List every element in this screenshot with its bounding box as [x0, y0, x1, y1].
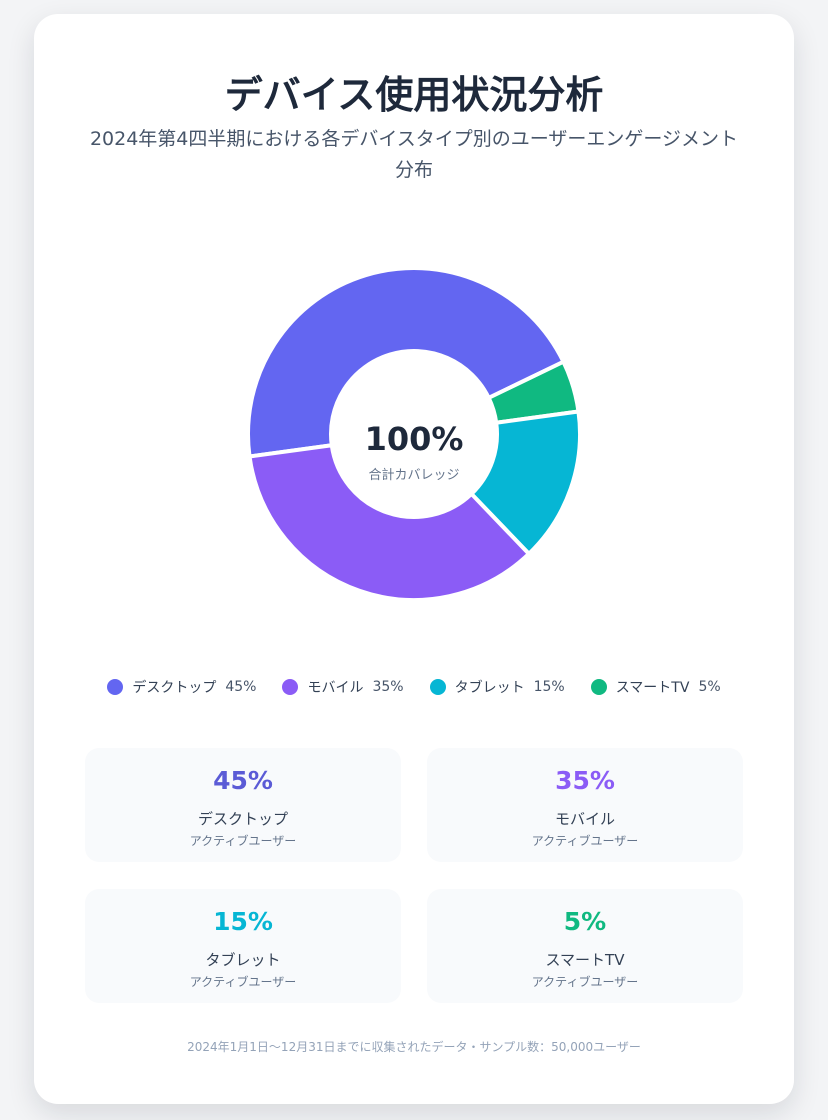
stat-card-mobile: 35% モバイル アクティブユーザー: [427, 748, 743, 862]
legend-label: タブレット: [454, 680, 525, 696]
legend-item-tablet[interactable]: タブレット 15%: [429, 677, 565, 697]
main-card: デバイス使用状況分析 2024年第4四半期における各デバイスタイプ別のユーザーエ…: [34, 14, 794, 1104]
stat-sublabel: アクティブユーザー: [531, 834, 639, 848]
stat-label: スマートTV: [545, 951, 625, 969]
stat-value: 35%: [555, 766, 615, 795]
stat-value: 45%: [213, 766, 273, 795]
chart-legend: デスクトップ 45% モバイル 35% タブレット 15% スマートTV 5%: [34, 677, 794, 697]
legend-dot-tablet: [429, 679, 446, 695]
legend-value: 5%: [698, 679, 721, 695]
donut-chart: 100% 合計カバレッジ: [246, 266, 582, 602]
stat-sublabel: アクティブユーザー: [531, 975, 639, 989]
stat-sublabel: アクティブユーザー: [189, 975, 297, 989]
legend-item-smart-tv[interactable]: スマートTV 5%: [590, 677, 721, 697]
legend-label: モバイル: [307, 680, 364, 696]
legend-item-mobile[interactable]: モバイル 35%: [282, 677, 404, 697]
footnote: 2024年1月1日～12月31日までに収集されたデータ・サンプル数：50,000…: [187, 1040, 641, 1054]
legend-dot-smart-tv: [590, 679, 607, 695]
stat-label: タブレット: [205, 951, 281, 969]
stat-value: 15%: [213, 907, 273, 936]
stat-card-tablet: 15% タブレット アクティブユーザー: [85, 889, 401, 1003]
legend-label: スマートTV: [615, 680, 690, 696]
legend-label: デスクトップ: [132, 680, 217, 696]
legend-value: 35%: [372, 679, 404, 695]
legend-dot-mobile: [282, 679, 299, 695]
legend-item-desktop[interactable]: デスクトップ 45%: [107, 677, 256, 697]
legend-value: 15%: [533, 679, 565, 695]
stat-card-smart-tv: 5% スマートTV アクティブユーザー: [427, 889, 743, 1003]
center-label: 合計カバレッジ: [368, 467, 459, 483]
legend-dot-desktop: [107, 679, 124, 695]
slice-desktop[interactable]: [246, 266, 567, 459]
stat-label: モバイル: [554, 810, 615, 828]
stat-value: 5%: [563, 907, 607, 936]
legend-value: 45%: [225, 679, 257, 695]
stat-sublabel: アクティブユーザー: [189, 834, 297, 848]
page-title: デバイス使用状況分析: [224, 73, 604, 117]
chart-slices: [246, 266, 582, 602]
slice-mobile[interactable]: [247, 443, 532, 602]
page-subtitle: 2024年第4四半期における各デバイスタイプ別のユーザーエンゲージメント分布: [89, 128, 739, 181]
center-value: 100%: [365, 420, 464, 458]
stat-label: デスクトップ: [197, 810, 288, 828]
stat-card-desktop: 45% デスクトップ アクティブユーザー: [85, 748, 401, 862]
